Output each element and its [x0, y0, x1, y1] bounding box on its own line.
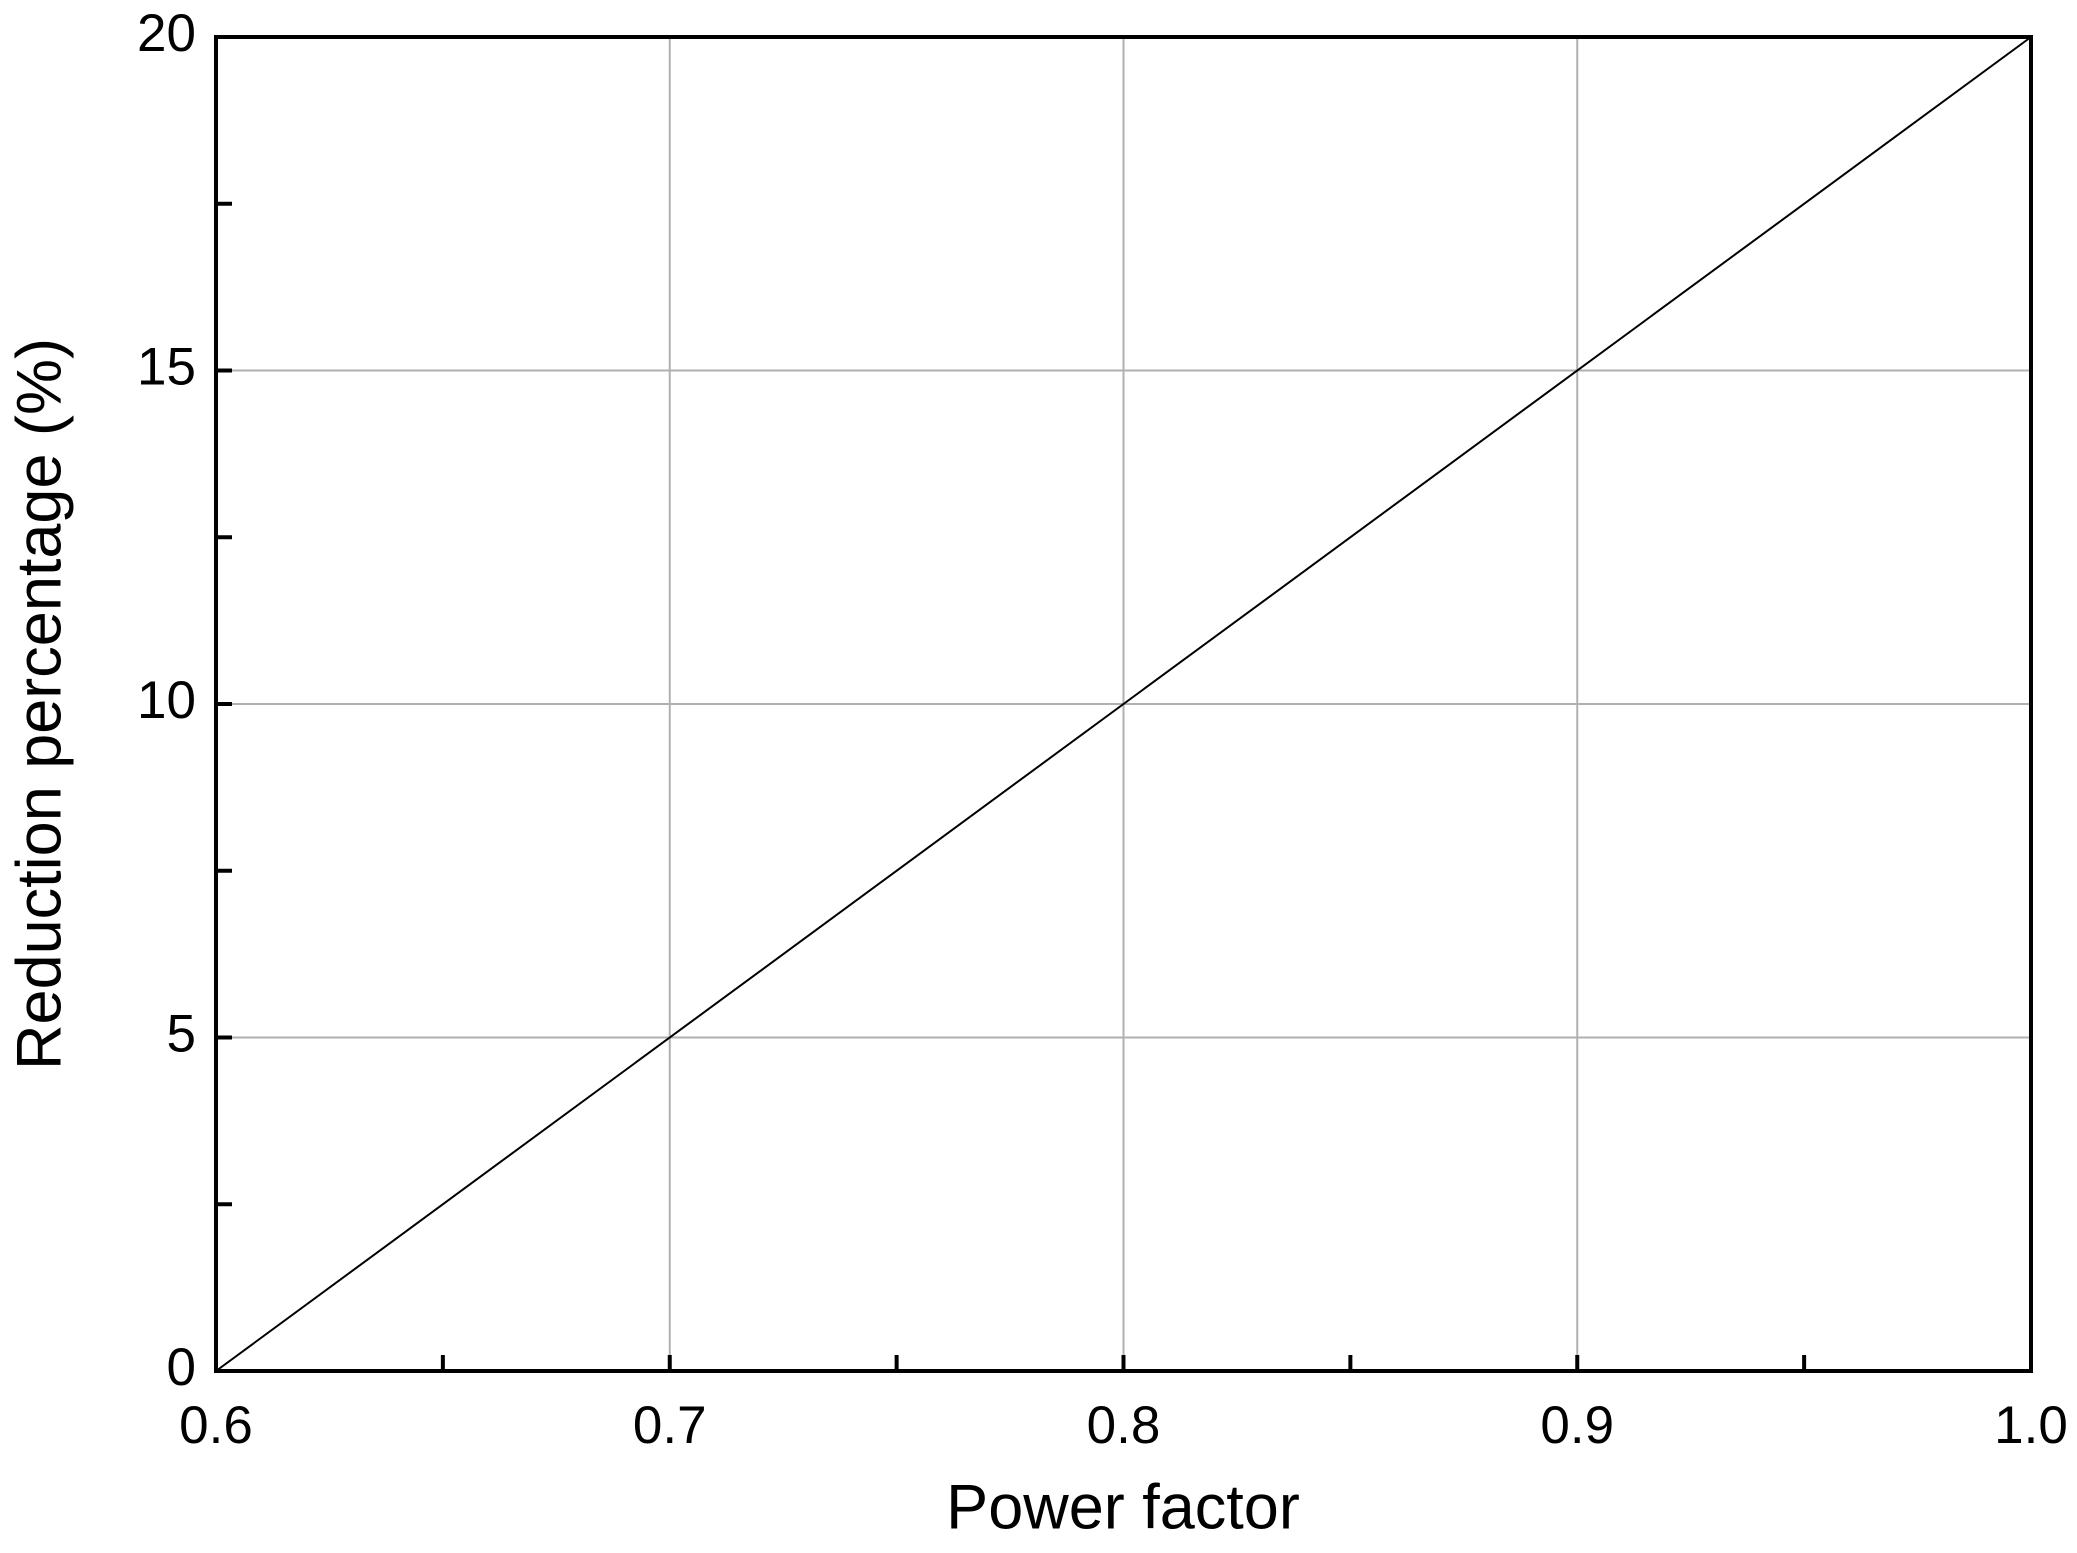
y-tick-label: 0 [167, 1338, 196, 1397]
data-line [215, 36, 2032, 1372]
y-tick-label: 10 [137, 671, 196, 730]
y-tick-label: 5 [167, 1005, 196, 1064]
y-tick-label: 20 [137, 4, 196, 63]
x-tick-label: 0.9 [1540, 1396, 1614, 1455]
x-tick-label: 0.7 [633, 1396, 707, 1455]
y-tick-label: 15 [137, 338, 196, 397]
x-tick-label: 1.0 [1994, 1396, 2068, 1455]
x-axis-title: Power factor [946, 1473, 1300, 1543]
x-tick-label: 0.6 [179, 1396, 253, 1455]
x-tick-label: 0.8 [1087, 1396, 1161, 1455]
y-axis-title: Reduction percentage (%) [5, 338, 75, 1070]
plot-lines [215, 36, 2032, 1372]
